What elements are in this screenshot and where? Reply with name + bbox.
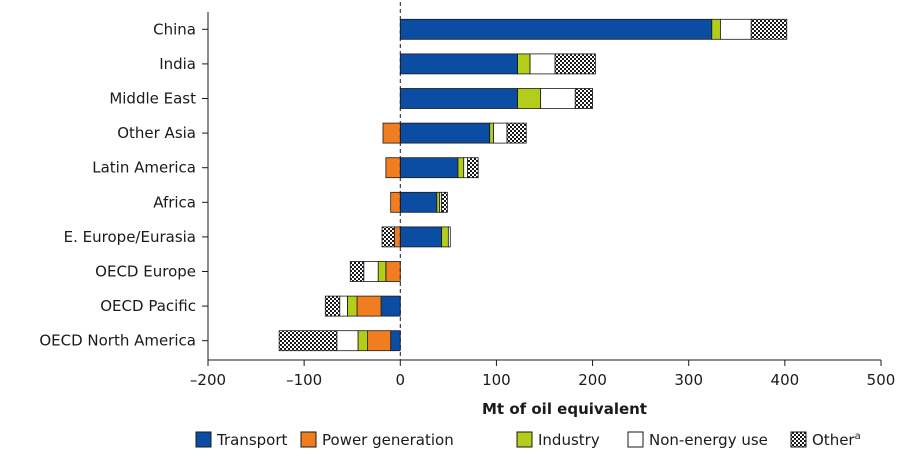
bar-oecd-pacific-non-energy-use [339, 295, 348, 317]
bar-oecd-north-america-power-generation [367, 330, 392, 352]
x-tick-label: 200 [578, 371, 607, 389]
bar-middle-east-non-energy-use [540, 88, 576, 109]
bar-latin-america-industry [457, 157, 465, 179]
bar-middle-east-other [574, 88, 593, 109]
category-labels: China India Middle East Other Asia Latin Ame… [39, 20, 208, 350]
bar-india-industry [517, 53, 531, 75]
bar-oecd-north-america-industry [357, 330, 368, 352]
bar-other-asia-power-generation [382, 122, 401, 144]
bar-oecd-europe-non-energy-use [363, 261, 379, 282]
bars [278, 18, 788, 352]
bar-e-europe-eurasia-power-generation [394, 226, 401, 248]
legend-swatch-industry [516, 431, 533, 448]
bar-oecd-pacific-industry [347, 295, 358, 317]
bar-india-other [554, 53, 596, 75]
bar-africa-power-generation [390, 191, 401, 213]
legend-label-non-energy-use: Non-energy use [649, 431, 768, 449]
x-tick-label: 0 [396, 371, 406, 389]
bar-oecd-pacific-power-generation [356, 295, 382, 317]
legend-label-power-generation: Power generation [322, 431, 454, 449]
x-axis-title: Mt of oil equivalent [482, 400, 647, 418]
bar-africa-industry [436, 191, 441, 213]
bar-oecd-north-america-transport [390, 330, 401, 352]
category-label-china: China [153, 20, 196, 38]
legend-swatch-other [790, 431, 807, 448]
category-label-africa: Africa [153, 193, 196, 211]
bar-africa-transport [399, 191, 438, 213]
category-label-middle-east: Middle East [109, 90, 196, 108]
legend-label-transport: Transport [216, 431, 288, 449]
category-label-e-europe-eurasia: E. Europe/Eurasia [64, 228, 196, 246]
bar-oecd-pacific-transport [380, 295, 401, 317]
bar-china-non-energy-use [720, 18, 752, 40]
bar-other-asia-transport [399, 122, 491, 144]
bar-middle-east-industry [517, 88, 542, 109]
bar-other-asia-non-energy-use [493, 122, 508, 144]
bar-e-europe-eurasia-industry [441, 226, 449, 248]
category-label-oecd-north-america: OECD North America [39, 332, 196, 350]
bar-other-asia-other [506, 122, 527, 144]
bar-oecd-north-america-non-energy-use [336, 330, 359, 352]
bar-africa-other [441, 191, 448, 213]
bar-india-transport [399, 53, 518, 75]
x-tick-label: –100 [286, 371, 322, 389]
category-label-oecd-europe: OECD Europe [95, 263, 196, 281]
bar-oecd-europe-power-generation [385, 261, 401, 282]
bar-oecd-pacific-other [324, 295, 341, 317]
bar-latin-america-non-energy-use [463, 157, 468, 179]
legend-footnote-marker: a [855, 431, 861, 442]
x-tick-label: 300 [674, 371, 703, 389]
category-label-oecd-pacific: OECD Pacific [100, 297, 196, 315]
legend-swatch-transport [195, 431, 212, 448]
bar-e-europe-eurasia-non-energy-use [447, 226, 451, 248]
bar-china-other [750, 18, 788, 40]
bar-latin-america-other [467, 157, 479, 179]
x-ticks: –200 –100 0 100 200 300 400 500 [190, 360, 895, 389]
bar-china-industry [711, 18, 721, 40]
category-label-india: India [159, 55, 196, 73]
category-label-latin-america: Latin America [92, 159, 196, 177]
legend-label-other: Othera [812, 431, 861, 449]
bar-oecd-europe-other [349, 261, 365, 282]
bar-oecd-north-america-other [278, 330, 338, 352]
legend-swatch-non-energy-use [627, 431, 644, 448]
x-tick-label: 400 [771, 371, 800, 389]
bar-latin-america-transport [399, 157, 459, 179]
legend-swatch-power-generation [300, 431, 317, 448]
bar-china-transport [399, 18, 713, 40]
bar-india-non-energy-use [529, 53, 556, 75]
bar-e-europe-eurasia-other [381, 226, 395, 248]
category-label-other-asia: Other Asia [117, 124, 196, 142]
x-tick-label: 100 [482, 371, 511, 389]
x-tick-label: –200 [190, 371, 226, 389]
legend: Transport Power generation Industry Non-ene… [195, 431, 861, 449]
bar-e-europe-eurasia-transport [399, 226, 443, 248]
bar-oecd-europe-industry [377, 261, 387, 282]
bar-latin-america-power-generation [385, 157, 401, 179]
x-tick-label: 500 [867, 371, 896, 389]
bar-middle-east-transport [399, 88, 518, 109]
bar-other-asia-industry [489, 122, 494, 144]
legend-label-industry: Industry [538, 431, 600, 449]
